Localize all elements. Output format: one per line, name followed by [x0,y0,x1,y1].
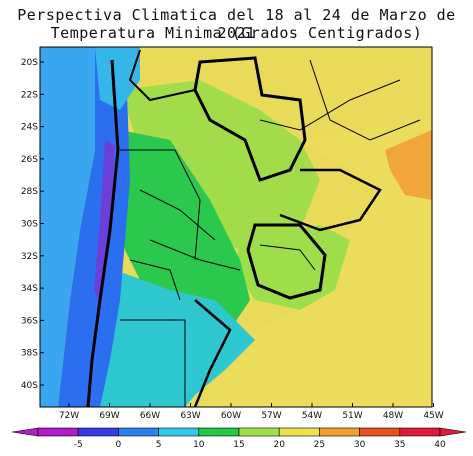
colorbar-swatch [238,427,280,437]
colorbar-swatch [399,427,441,437]
lat-label: 22S [21,90,38,100]
colorbar-tick-label: 0 [116,440,122,450]
colorbar-tick-label: 30 [354,440,366,450]
map-subtitle: Temperatura Minima (Grados Centigrados) [50,24,423,42]
region-pacific [40,47,95,407]
region-patagonia [90,270,255,407]
colorbar-min-arrow [11,427,39,437]
lat-label: 20S [21,58,38,68]
colorbar-swatch [118,427,159,437]
colorbar-swatch [359,427,401,437]
region-andes [58,47,130,407]
lon-label: 51W [342,411,362,421]
colorbar-tick-label: 5 [156,440,162,450]
region-atlantic [200,120,432,407]
border-bolivia [128,49,201,102]
colorbar-ticks: -5 0 5 10 15 20 25 30 35 40 [74,440,446,450]
colorbar-tick-label: 40 [434,440,446,450]
colorbar-max-arrow [439,427,467,437]
colorbar-swatch [198,427,240,437]
border-paraguay [193,56,307,182]
lon-label: 45W [423,411,443,421]
region-north-cool [95,47,140,110]
colorbar-swatch [158,427,200,437]
colorbar-tick-label: 10 [193,440,205,450]
colorbar-tick-label: 35 [394,440,405,450]
border-coast-south [193,299,232,407]
longitude-axis: 72W 69W 66W 63W 60W 57W 54W 51W 48W 45W [59,403,444,421]
lat-label: 36S [21,316,38,326]
colorbar-swatch [319,427,360,437]
colorbar-tick-label: 25 [314,440,325,450]
lat-label: 26S [21,155,38,165]
border-uruguay [246,223,327,300]
lon-label: 63W [180,411,200,421]
lat-label: 30S [21,220,38,230]
lon-label: 57W [261,411,281,421]
colorbar-swatch [278,427,320,437]
lat-label: 24S [21,123,38,133]
borders [86,49,421,407]
lon-label: 60W [221,411,241,421]
colorbar-swatch [37,427,79,437]
latitude-axis: 20S 22S 24S 26S 28S 30S 32S 34S 36S 38S 40S [21,58,44,391]
lat-label: 32S [21,252,38,262]
lon-label: 54W [302,411,322,421]
region-andes-high [94,140,115,300]
lon-label: 66W [140,411,160,421]
colorbar [11,427,467,437]
lon-label: 72W [59,411,79,421]
colorbar-tick-label: 20 [273,440,285,450]
lat-label: 40S [21,381,38,391]
colorbar-tick-label: 15 [233,440,244,450]
region-warm-coast [385,130,432,200]
lon-label: 69W [99,411,119,421]
map-title: Perspectiva Climatica del 18 al 24 de Ma… [17,6,456,42]
border-chile-argentina [86,59,120,407]
province-lines [120,59,421,407]
lon-label: 48W [383,411,403,421]
map-field [40,47,432,407]
lat-label: 28S [21,187,38,197]
plot-frame [39,46,433,408]
border-brazil-south [279,168,382,232]
lat-label: 34S [21,284,38,294]
region-pampas [115,130,250,330]
colorbar-tick-label: -5 [74,440,83,450]
lat-label: 38S [21,349,38,359]
colorbar-swatch [77,427,119,437]
